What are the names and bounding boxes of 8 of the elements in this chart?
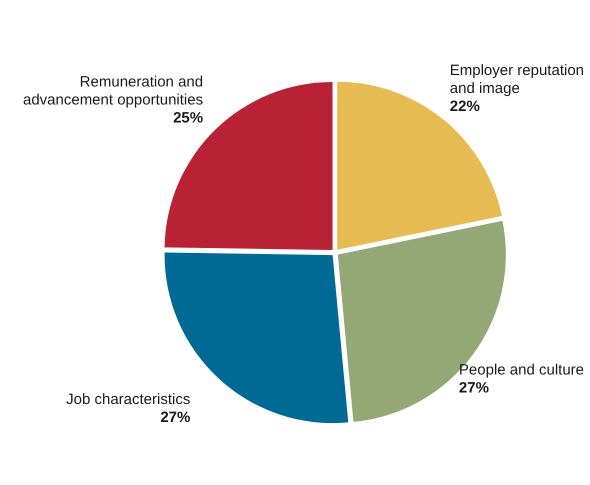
slice-label: Employer reputation and image (450, 62, 584, 97)
data-label: 27% (458, 379, 489, 396)
slice-label: People and culture (458, 361, 584, 378)
data-label: 25% (173, 110, 204, 127)
slice-label: Remuneration and advancement opportunities (22, 74, 204, 109)
slice-label: Job characteristics (66, 390, 190, 408)
data-label: 22% (450, 98, 480, 115)
data-label: 27% (160, 408, 190, 426)
